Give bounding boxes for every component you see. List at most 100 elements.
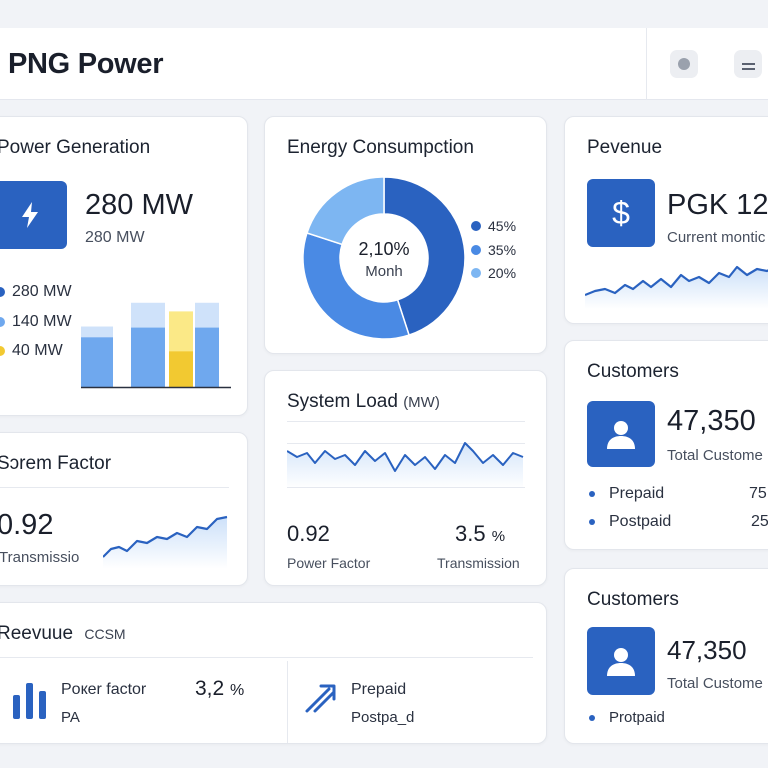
donut-segment [302, 232, 410, 340]
power-factor-label: Poкer factor [61, 681, 147, 698]
revenue-value: PGK 12. [667, 189, 768, 221]
system-load-title: System Load [287, 391, 398, 412]
customers-card: Customers 47,350 Total Custome Prepaid 7… [564, 340, 768, 550]
power-factor-number: 3,2 [195, 677, 225, 700]
generation-bar-chart [81, 302, 231, 389]
system-factor-value: 0.92 [0, 509, 54, 541]
card-title: Energy Consumpction [287, 137, 474, 158]
generation-sub: 280 MW [85, 229, 145, 246]
system-factor-card: Sɔrem Factor 0.92 Transmissio [0, 432, 248, 586]
card-title: Reevuue CCSM [0, 623, 126, 645]
customer-row-label: Protpaid [609, 709, 665, 726]
donut-center-value: 2,10% [358, 239, 410, 259]
menu-icon [741, 63, 755, 70]
user-icon [607, 648, 635, 676]
power-factor-sub: PA [61, 709, 80, 726]
transmission-number: 3.5 [455, 521, 486, 546]
legend-dot [471, 268, 481, 278]
revenue-sparkline [585, 265, 768, 309]
customers-sub: Total Custome [667, 675, 763, 692]
system-load-line-chart [287, 442, 524, 489]
dot-icon [678, 58, 690, 70]
donut-center-label: Monh [365, 263, 403, 280]
bullet-dot [589, 491, 595, 497]
prepaid-label: Prepaid [351, 681, 407, 698]
power-factor-unit: % [230, 682, 245, 699]
app-header: PNG Power [0, 28, 768, 100]
factor-sparkline [103, 515, 228, 569]
legend-dot [471, 245, 481, 255]
card-title: Customers [587, 589, 679, 610]
grid-line [287, 421, 525, 422]
system-load-unit: (MW) [403, 394, 440, 411]
legend-label: 140 MW [12, 313, 72, 330]
postpaid-label: Postpa_d [351, 709, 415, 726]
card-title: Pevenue [587, 137, 663, 158]
grid-line [287, 443, 525, 444]
power-factor-value: 3,2 % [195, 677, 244, 701]
bullet-dot [589, 714, 595, 721]
bar-chart-icon [13, 683, 46, 719]
legend-item: 280 MW [0, 283, 72, 301]
revenue-ccsm-card: Reevuue CCSM Poкer factor PA 3,2 % Prepa… [0, 602, 547, 744]
donut-legend-item: 45% [471, 218, 516, 234]
energy-consumption-card: Energy Consumpction 2,10% Monh 45% 35% 2… [264, 116, 547, 354]
header-divider [646, 28, 647, 100]
power-tile [0, 181, 67, 249]
legend-label: 40 MW [12, 342, 63, 359]
card-title: Sɔrem Factor [0, 453, 112, 474]
transmission-label: Transmission [437, 555, 520, 571]
bar [169, 351, 193, 387]
trend-arrow-icon [305, 684, 336, 713]
card-title: System Load (MW) [287, 391, 440, 413]
dollar-icon: $ [612, 194, 630, 231]
transmission-value: 3.5 % [455, 521, 505, 547]
power-factor-value: 0.92 [287, 521, 330, 546]
status-button[interactable] [670, 50, 698, 78]
donut-segment [306, 176, 385, 246]
legend-dot [0, 317, 5, 327]
legend-dot [0, 346, 5, 356]
customers-tile [587, 627, 655, 695]
legend-item: 40 MW [0, 342, 63, 360]
lightning-icon [22, 202, 38, 228]
bar [81, 337, 113, 387]
customers-sub: Total Custome [667, 447, 763, 464]
customer-row: Prepaid [589, 485, 664, 503]
donut-legend-item: 20% [471, 265, 516, 281]
transmission-unit: % [491, 528, 506, 545]
system-load-card: System Load (MW) 0.92 Power Factor 3.5 %… [264, 370, 547, 586]
customer-row-label: Postpaid [609, 513, 672, 530]
customer-row-value: 25 [751, 513, 768, 530]
customer-row-label: Prepaid [609, 485, 665, 502]
bar [131, 327, 165, 387]
revenue-sub: Current montic [667, 229, 766, 246]
power-factor-label: Power Factor [287, 555, 371, 571]
power-generation-card: Power Generation 280 MW 280 MW 280 MW 14… [0, 116, 248, 416]
divider [0, 657, 533, 658]
donut-legend-item: 35% [471, 242, 516, 258]
legend-label: 280 MW [12, 283, 72, 300]
donut-segment [383, 176, 466, 336]
revenue-tile: $ [587, 179, 655, 247]
customer-row: Postpaid [589, 513, 671, 531]
bullet-dot [589, 519, 595, 525]
legend-dot [471, 221, 481, 231]
card-title: Customers [587, 361, 679, 382]
customers-value: 47,350 [667, 635, 747, 665]
customers-card: Customers 47,350 Total Custome Protpaid [564, 568, 768, 744]
generation-value: 280 MW [85, 189, 193, 221]
menu-button[interactable] [734, 50, 762, 78]
customers-value: 47,350 [667, 405, 756, 437]
revenue-ccsm-tag: CCSM [84, 626, 126, 642]
consumption-donut-chart [302, 176, 466, 340]
divider [0, 487, 229, 488]
vertical-divider [287, 661, 288, 743]
bar [195, 327, 219, 387]
system-factor-sub: Transmissio [0, 549, 80, 566]
customer-row: Protpaid [589, 709, 665, 726]
revenue-ccsm-title: Reevuue [0, 623, 74, 644]
user-icon [607, 421, 635, 449]
app-title: PNG Power [8, 48, 164, 80]
legend-label: 45% [488, 218, 517, 234]
